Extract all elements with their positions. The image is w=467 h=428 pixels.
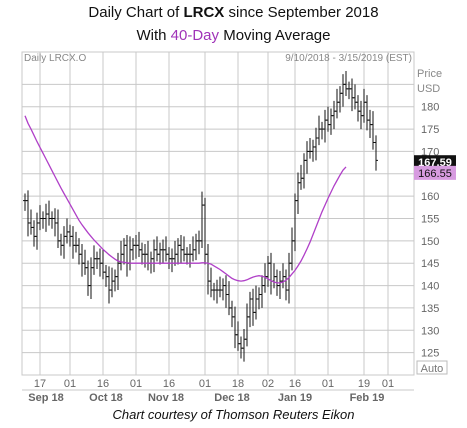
y-tick-label: 130: [421, 325, 439, 337]
y-tick-label: 180: [421, 102, 439, 114]
month-label: Nov 18: [148, 392, 184, 404]
y-tick-label: 125: [421, 348, 439, 360]
symbol-label: Daily LRCX.O: [24, 53, 86, 64]
ma-period-label: 40-Day: [170, 27, 220, 44]
chart-credit: Chart courtesy of Thomson Reuters Eikon: [112, 407, 355, 422]
x-tick-label: 01: [382, 378, 394, 390]
x-tick-label: 17: [34, 378, 46, 390]
y-tick-label: 155: [421, 214, 439, 226]
x-tick-label: 02: [262, 378, 274, 390]
gridlines: [21, 51, 415, 391]
y-tick-label: 175: [421, 124, 439, 136]
subtitle-prefix: With: [136, 27, 171, 44]
currency-label: USD: [417, 83, 440, 95]
x-tick-label: 01: [199, 378, 211, 390]
title-suffix: since September 2018: [224, 4, 379, 21]
x-tick-label: 18: [232, 378, 244, 390]
ticker-symbol: LRCX: [183, 4, 225, 21]
x-tick-label: 01: [322, 378, 334, 390]
y-tick-label: 145: [421, 258, 439, 270]
axes: Daily LRCX.O 9/10/2018 - 3/15/2019 (EST) P…: [24, 53, 456, 404]
ma-value-tag: [414, 165, 456, 180]
month-label: Feb 19: [350, 392, 385, 404]
y-tick-label: 150: [421, 236, 439, 248]
subtitle-suffix: Moving Average: [219, 27, 331, 44]
chart-title: Daily Chart of LRCX since September 2018: [0, 4, 467, 21]
month-label: Sep 18: [28, 392, 63, 404]
x-tick-label: 19: [358, 378, 370, 390]
chart-subtitle: With 40-Day Moving Average: [0, 27, 467, 44]
x-tick-label: 16: [163, 378, 175, 390]
y-tick-label: 140: [421, 281, 439, 293]
price-axis-label: Price: [417, 68, 442, 80]
plot-frame: [21, 51, 415, 376]
price-bars: [23, 70, 378, 362]
month-label: Oct 18: [89, 392, 123, 404]
date-range-label: 9/10/2018 - 3/15/2019 (EST): [285, 53, 412, 64]
y-tick-label: 135: [421, 303, 439, 315]
moving-average-line: [24, 115, 347, 284]
x-tick-label: 16: [289, 378, 301, 390]
last-price-tag: [414, 155, 456, 170]
month-label: Dec 18: [214, 392, 249, 404]
ma-value-label: 166.55: [418, 168, 452, 180]
moving-average-layer: [24, 115, 347, 284]
x-tick-label: 01: [64, 378, 76, 390]
x-tick-label: 01: [130, 378, 142, 390]
y-tick-label: 160: [421, 191, 439, 203]
x-tick-label: 16: [97, 378, 109, 390]
title-prefix: Daily Chart of: [88, 4, 184, 21]
month-label: Jan 19: [278, 392, 312, 404]
auto-scale-label: Auto: [421, 363, 444, 375]
auto-scale-box: [416, 360, 448, 375]
